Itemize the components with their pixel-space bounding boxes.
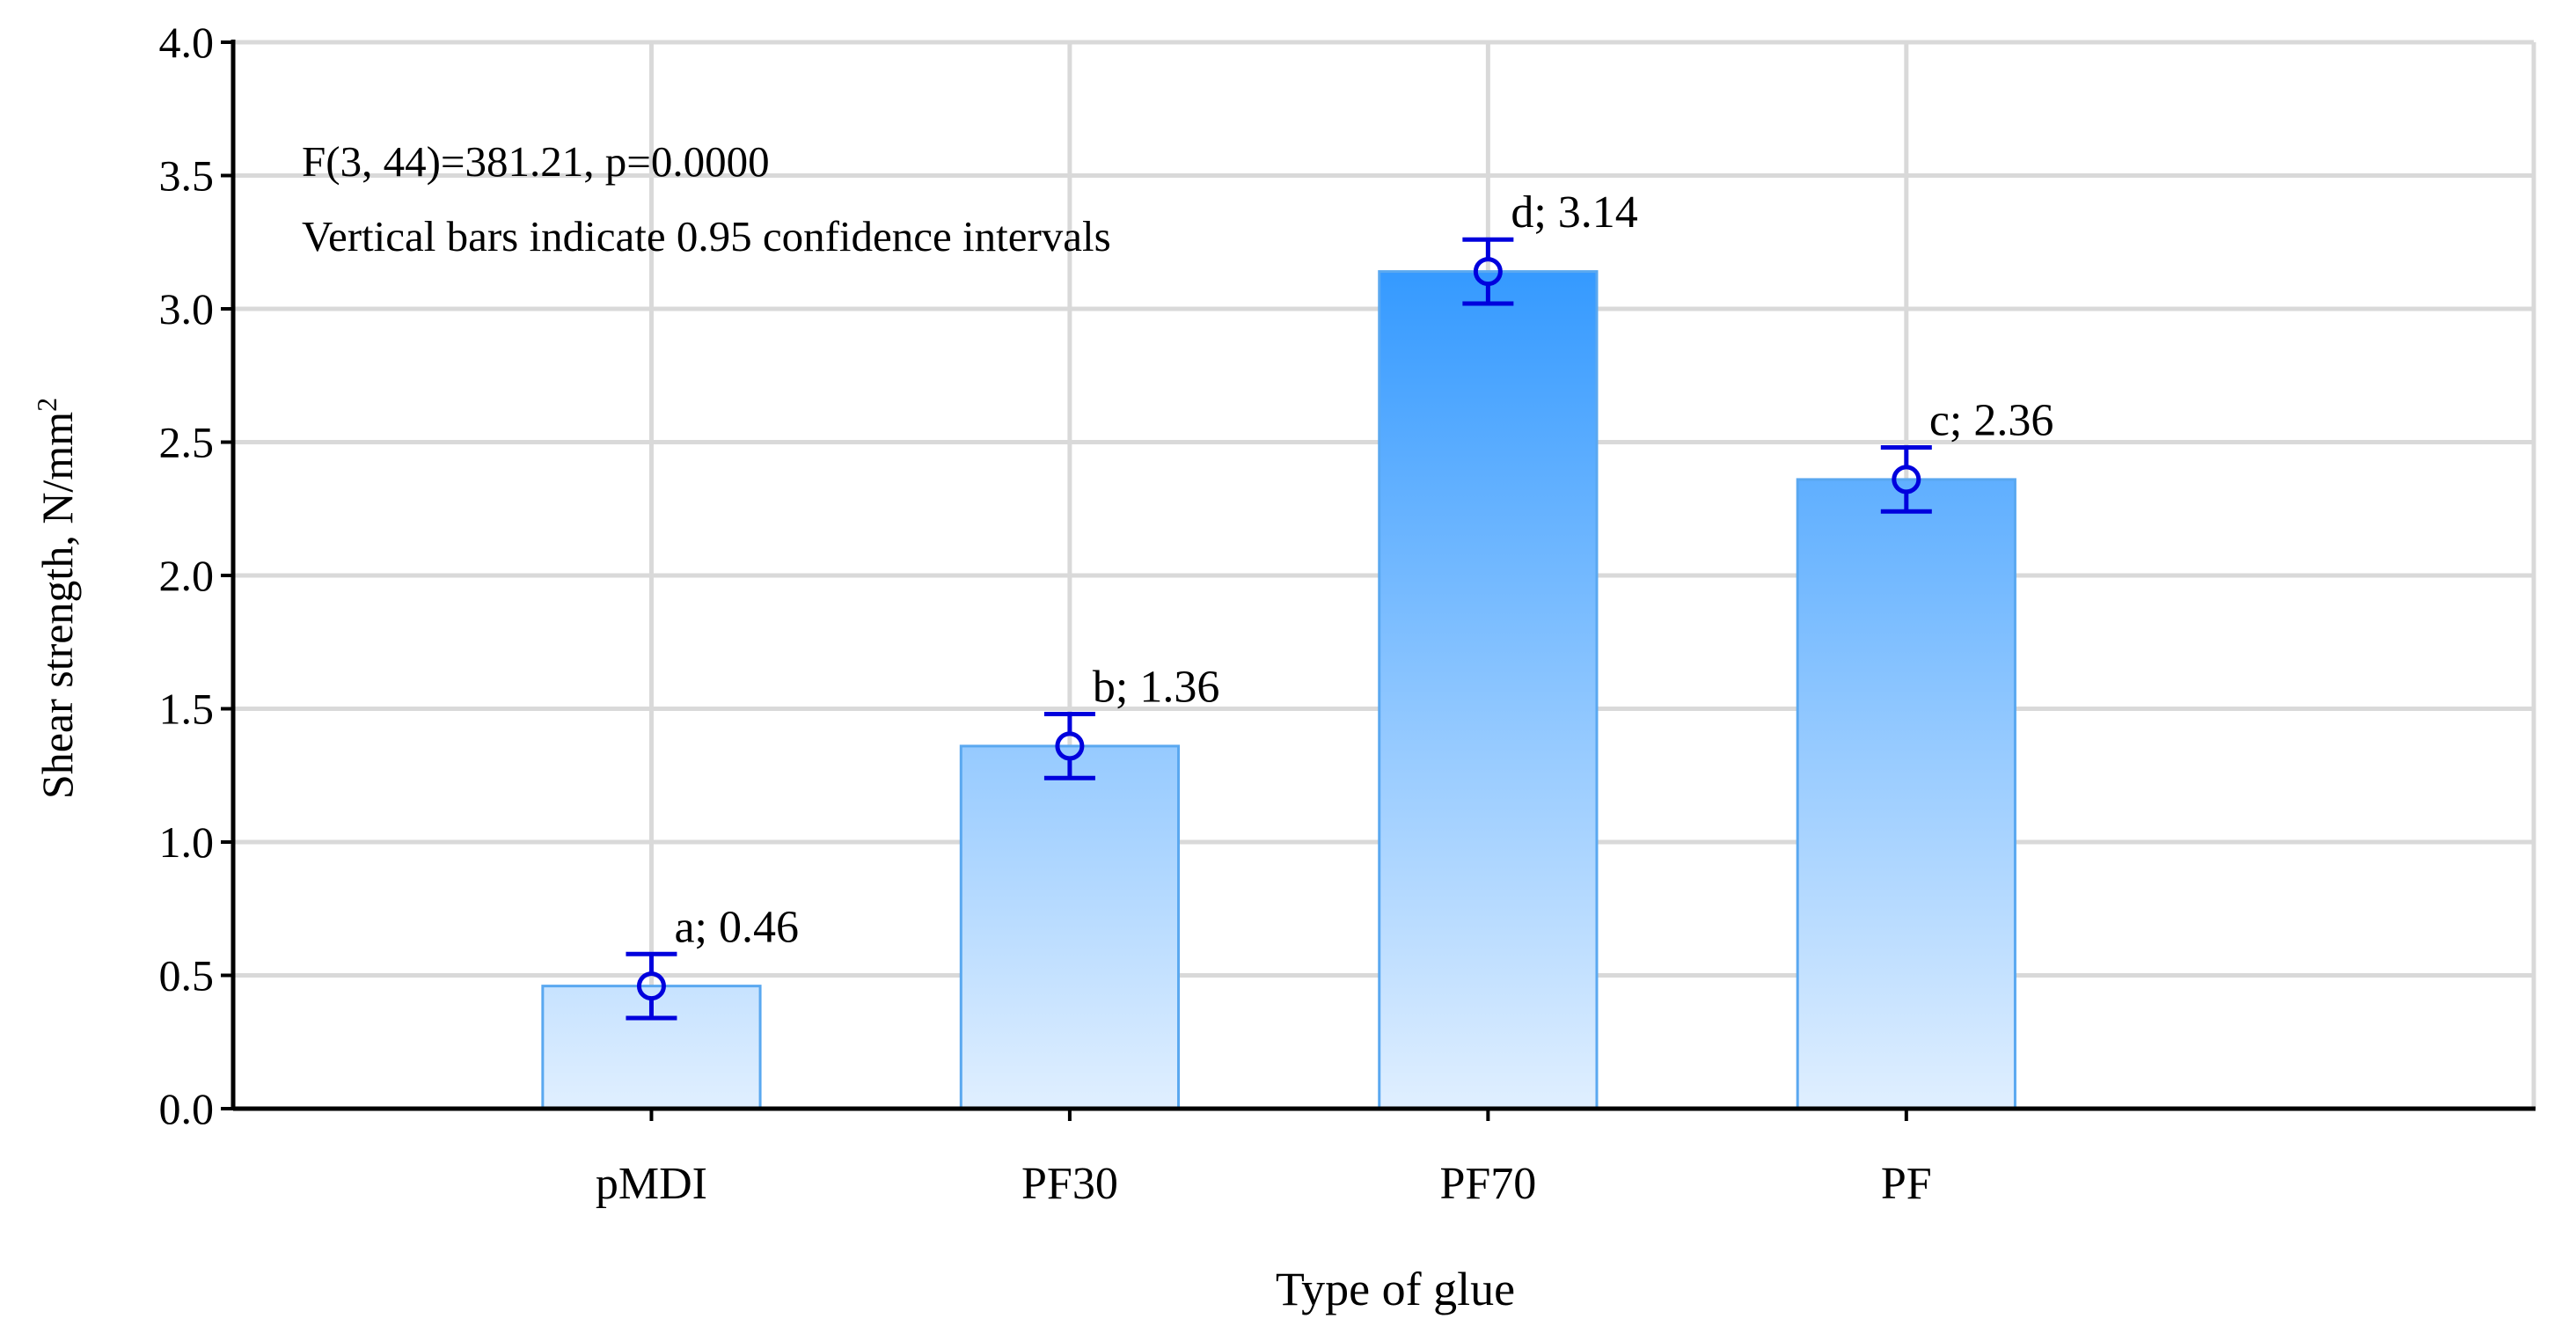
x-tick-label: PF30 <box>1021 1159 1118 1209</box>
mean-marker <box>1473 257 1503 287</box>
data-label: a; 0.46 <box>674 902 799 952</box>
x-tick-labels: pMDI PF30 PF70 PF <box>596 1159 1932 1209</box>
data-label: d; 3.14 <box>1511 187 1637 238</box>
y-tick-label: 0.5 <box>159 951 215 1000</box>
bar-pf <box>1796 478 2016 1110</box>
bar-pf30 <box>959 744 1181 1110</box>
y-tick-label: 1.5 <box>159 685 215 734</box>
error-bars <box>626 237 1932 1021</box>
y-axis-label-main: Shear strength, N/mm <box>33 412 82 799</box>
y-axis-label: Shear strength, N/mm2 <box>31 398 82 799</box>
x-tick-label: PF70 <box>1439 1159 1536 1209</box>
y-tick-label: 1.0 <box>159 817 215 867</box>
y-tick-label: 4.0 <box>159 18 215 67</box>
bars <box>541 270 2016 1110</box>
y-tick-labels: 0.0 0.5 1.0 1.5 2.0 2.5 3.0 3.5 4.0 <box>159 18 215 1133</box>
annotation-confidence-note: Vertical bars indicate 0.95 confidence i… <box>302 212 1111 260</box>
y-tick-label: 2.5 <box>159 418 215 467</box>
mean-marker <box>1055 731 1085 761</box>
y-tick-label: 3.0 <box>159 284 215 333</box>
y-axis-label-superscript: 2 <box>31 398 62 412</box>
mean-marker <box>1892 465 1921 495</box>
x-axis-label: Type of glue <box>1276 1263 1515 1315</box>
axes <box>221 40 2536 1121</box>
x-tick-label: PF <box>1881 1159 1932 1209</box>
data-labels: a; 0.46 b; 1.36 d; 3.14 c; 2.36 <box>674 187 2053 952</box>
data-label: b; 1.36 <box>1093 663 1219 713</box>
y-tick-label: 0.0 <box>159 1084 215 1133</box>
x-tick-label: pMDI <box>596 1159 707 1209</box>
annotation-f-statistic: F(3, 44)=381.21, p=0.0000 <box>302 137 770 186</box>
y-tick-label: 3.5 <box>159 151 215 201</box>
mean-marker <box>636 971 666 1001</box>
y-tick-label: 2.0 <box>159 551 215 600</box>
data-label: c; 2.36 <box>1929 396 2054 446</box>
bar-pf70 <box>1378 270 1599 1110</box>
